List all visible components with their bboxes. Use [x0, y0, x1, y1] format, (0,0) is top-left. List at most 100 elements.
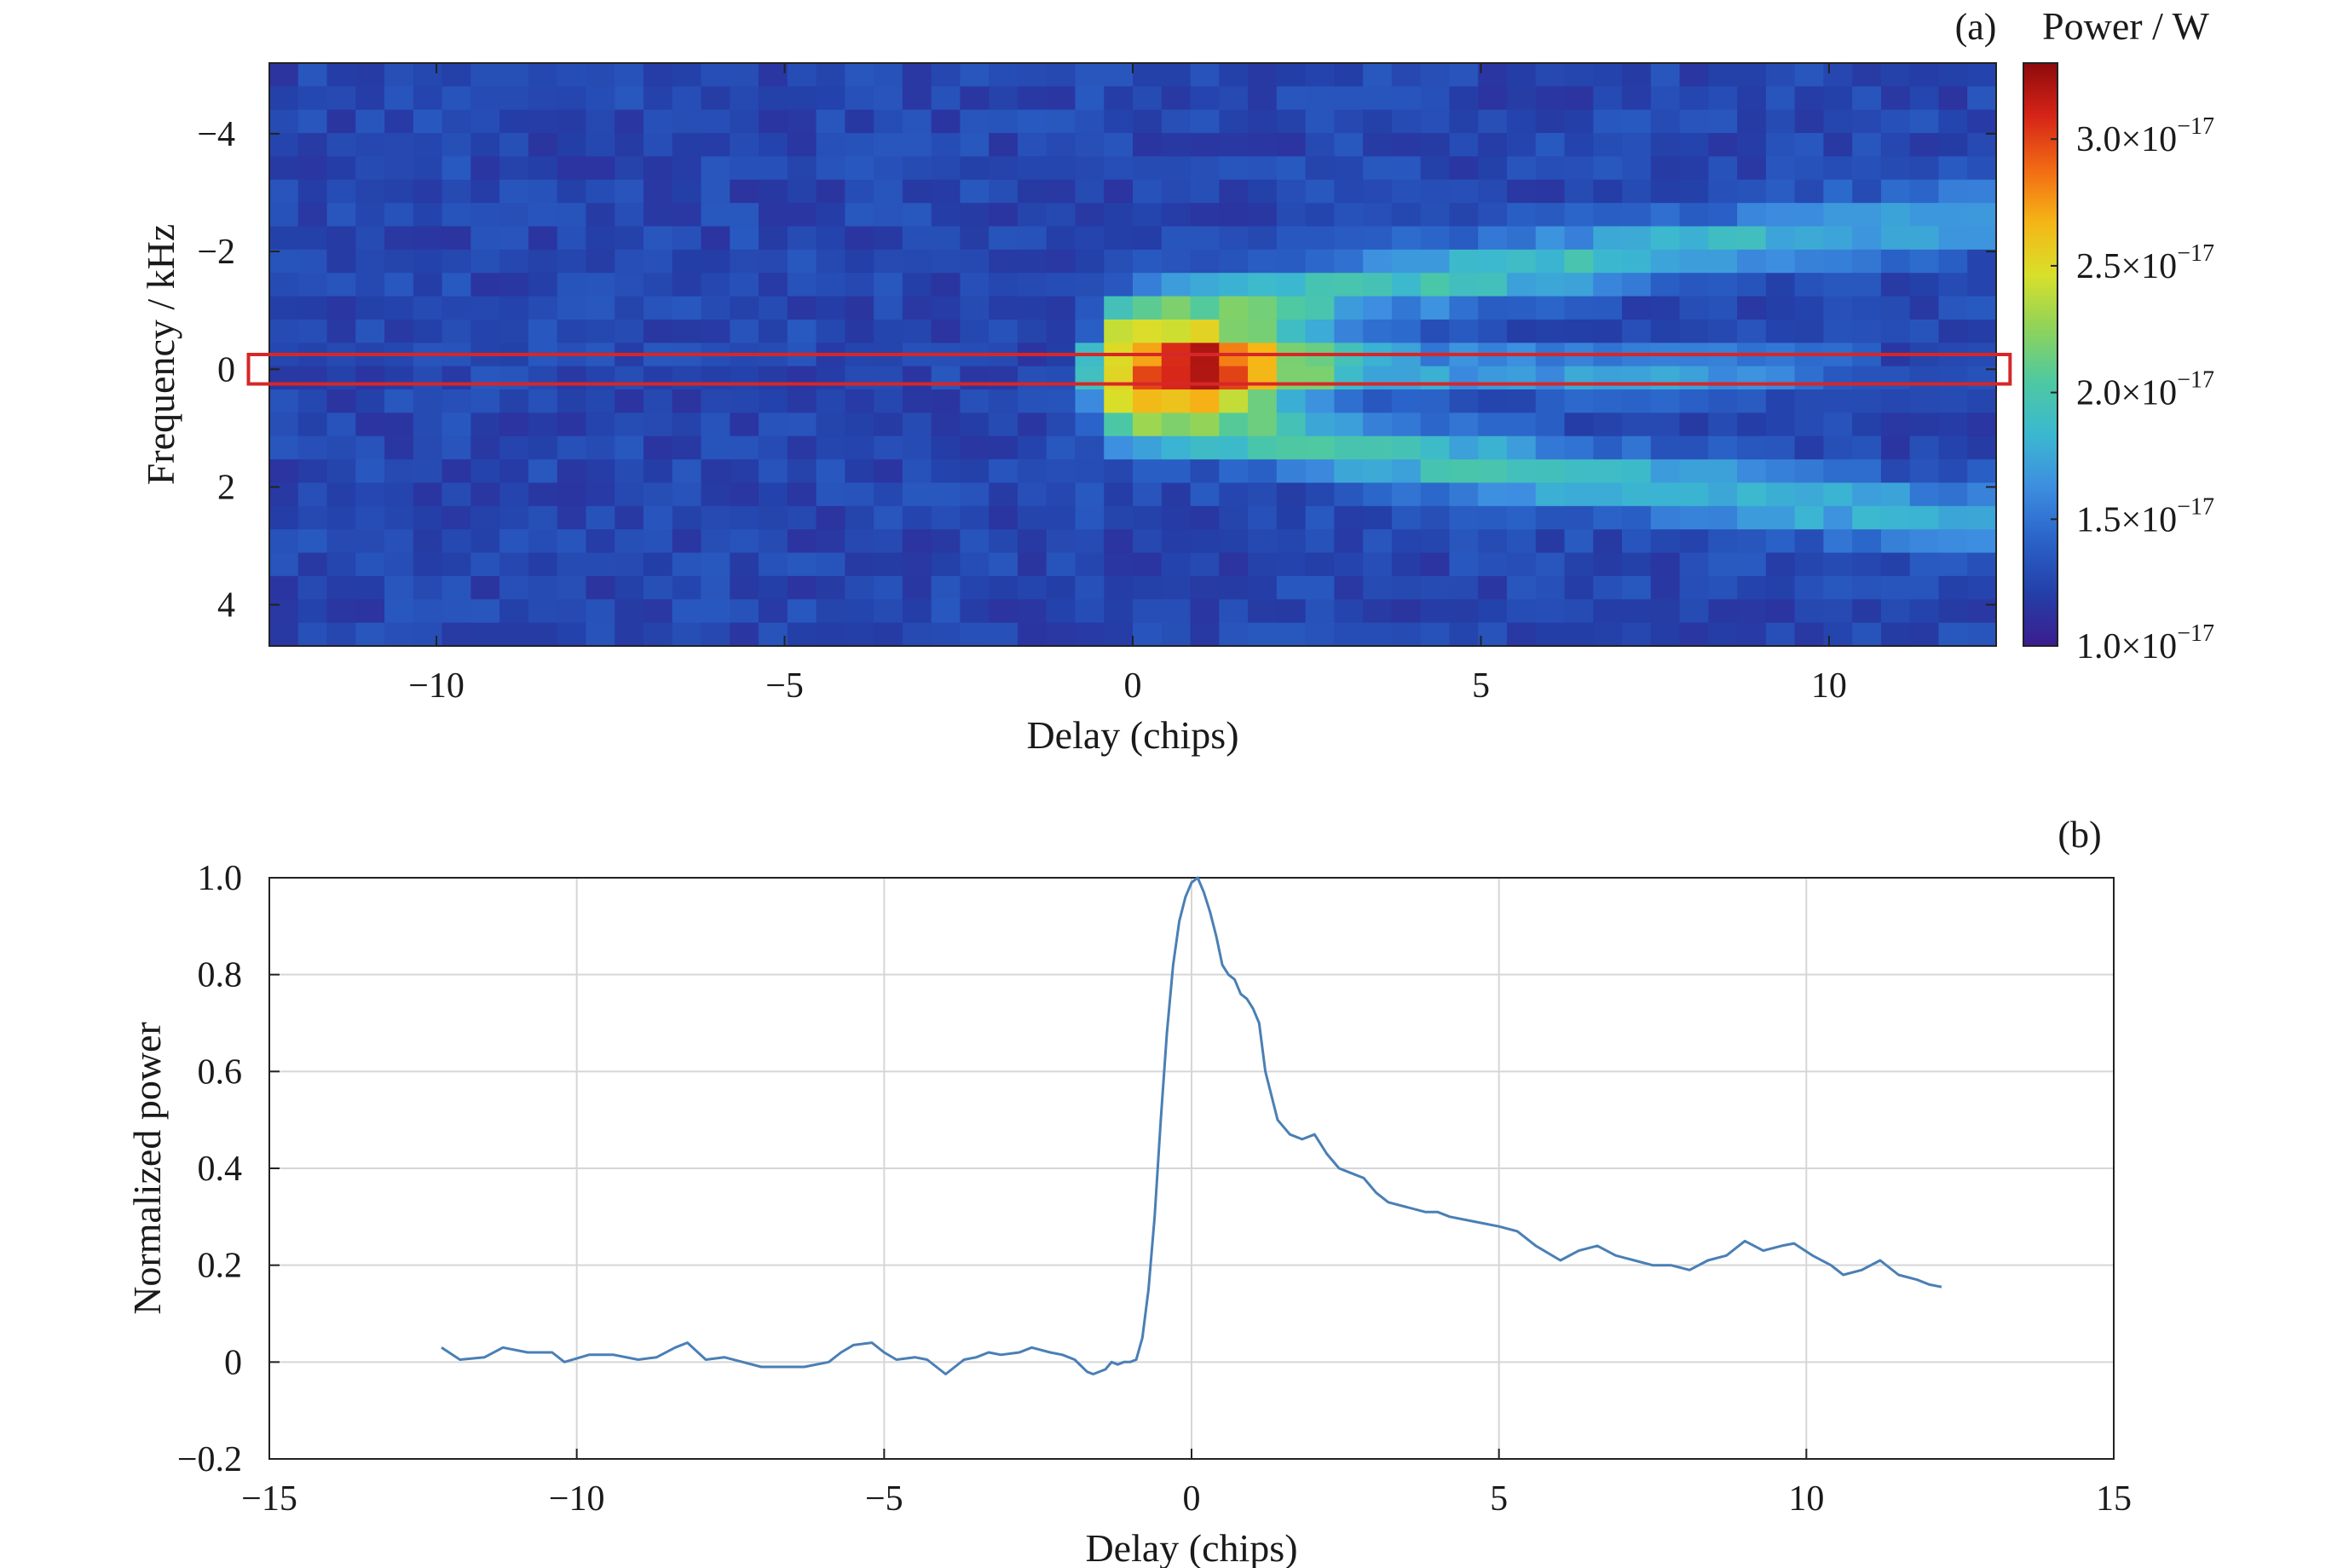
heatmap-cell — [1478, 203, 1508, 228]
heatmap-cell — [1823, 296, 1853, 320]
heatmap-cell — [269, 459, 299, 484]
heatmap-cell — [1823, 63, 1853, 87]
heatmap-cell — [1967, 389, 1997, 413]
heatmap-cell — [384, 273, 414, 297]
line-y-tick-label: 1.0 — [198, 859, 243, 898]
heatmap-cell — [1880, 63, 1911, 87]
heatmap-cell — [1967, 552, 1997, 577]
heatmap-cell — [989, 86, 1019, 111]
heatmap-cell — [1161, 529, 1192, 554]
heatmap-cell — [759, 575, 788, 600]
heatmap-cell — [1535, 226, 1566, 251]
heatmap-cell — [528, 412, 558, 437]
heatmap-cell — [1650, 366, 1681, 390]
heatmap-cell — [1823, 412, 1853, 437]
heatmap-cell — [730, 435, 759, 460]
heatmap-cell — [1765, 599, 1796, 624]
heatmap-cell — [615, 599, 644, 624]
heatmap-cell — [1708, 412, 1738, 437]
heatmap-cell — [1506, 156, 1537, 181]
line-y-tick-label: 0.2 — [198, 1247, 243, 1286]
heatmap-cell — [845, 505, 874, 530]
heatmap-cell — [701, 296, 730, 320]
heatmap-cell — [1219, 203, 1249, 228]
heatmap-cell — [1938, 296, 1968, 320]
heatmap-cell — [326, 226, 356, 251]
heatmap-cell — [759, 249, 788, 274]
heatmap-cell — [1478, 249, 1508, 274]
heatmap-cell — [1794, 133, 1824, 158]
heatmap-cell — [1708, 529, 1738, 554]
heatmap-cell — [1305, 575, 1335, 600]
heatmap-cell — [874, 435, 903, 460]
heatmap-cell — [1506, 482, 1537, 507]
colorbar-tick-label: 1.0×10−17 — [2076, 620, 2214, 666]
heatmap-cell — [1708, 273, 1738, 297]
heatmap-cell — [1391, 389, 1422, 413]
heatmap-cell — [1075, 179, 1105, 204]
heatmap-cell — [557, 273, 587, 297]
heatmap-cell — [931, 273, 961, 297]
heatmap-cell — [1622, 459, 1652, 484]
heatmap-cell — [931, 435, 961, 460]
heatmap-cell — [1075, 435, 1105, 460]
heatmap-cell — [643, 156, 673, 181]
heatmap-cell — [1276, 412, 1307, 437]
heatmap-cell — [931, 529, 961, 554]
heatmap-cell — [816, 389, 846, 413]
heatmap-cell — [1104, 156, 1134, 181]
heatmap-cell — [902, 552, 932, 577]
heatmap-cell — [470, 366, 500, 390]
heatmap-cell — [672, 435, 702, 460]
heatmap-cell — [413, 156, 443, 181]
heatmap-cell — [528, 296, 558, 320]
heatmap-cell — [269, 552, 299, 577]
heatmap-cell — [1852, 529, 1882, 554]
heatmap-cell — [1737, 599, 1767, 624]
heatmap-cell — [1909, 203, 1940, 228]
heatmap-cell — [816, 226, 846, 251]
heatmap-cell — [326, 249, 356, 274]
heatmap-cell — [845, 389, 874, 413]
heatmap-cell — [1880, 86, 1911, 111]
heatmap-cell — [759, 319, 788, 343]
heatmap-cell — [1420, 226, 1451, 251]
heatmap-cell — [586, 156, 615, 181]
heatmap-cell — [1276, 435, 1307, 460]
heatmap-cell — [931, 599, 961, 624]
heatmap-cell — [1622, 389, 1652, 413]
heatmap-cell — [586, 366, 615, 390]
heatmap-cell — [1190, 435, 1220, 460]
heatmap-cell — [1449, 412, 1479, 437]
heatmap-cell — [989, 622, 1019, 647]
heatmap-cell — [1708, 482, 1738, 507]
heatmap-cell — [1334, 482, 1364, 507]
heatmap-cell — [586, 296, 615, 320]
heatmap-cell — [1880, 133, 1911, 158]
heatmap-cell — [1363, 435, 1393, 460]
heatmap-cell — [1161, 319, 1192, 343]
heatmap-cell — [1880, 203, 1911, 228]
heatmap-cell — [902, 249, 932, 274]
heatmap-cell — [615, 529, 644, 554]
heatmap-cell — [1219, 86, 1249, 111]
heatmap-cell — [701, 203, 730, 228]
heatmap-cell — [326, 109, 356, 134]
heatmap-cell — [1967, 179, 1997, 204]
heatmap-cell — [1506, 109, 1537, 134]
heatmap-cell — [413, 505, 443, 530]
heatmap-cell — [1852, 133, 1882, 158]
heatmap-cell — [557, 529, 587, 554]
heatmap-cell — [442, 482, 471, 507]
heatmap-cell — [1420, 459, 1451, 484]
heatmap-cell — [787, 575, 817, 600]
heatmap-cell — [1650, 63, 1681, 87]
heatmap-cell — [1219, 249, 1249, 274]
heatmap-cell — [1650, 529, 1681, 554]
heatmap-cell — [1334, 249, 1364, 274]
heatmap-cell — [1075, 86, 1105, 111]
heatmap-cell — [1449, 203, 1479, 228]
heatmap-cell — [1622, 179, 1652, 204]
heatmap-cell — [1276, 226, 1307, 251]
heatmap-cell — [499, 389, 529, 413]
